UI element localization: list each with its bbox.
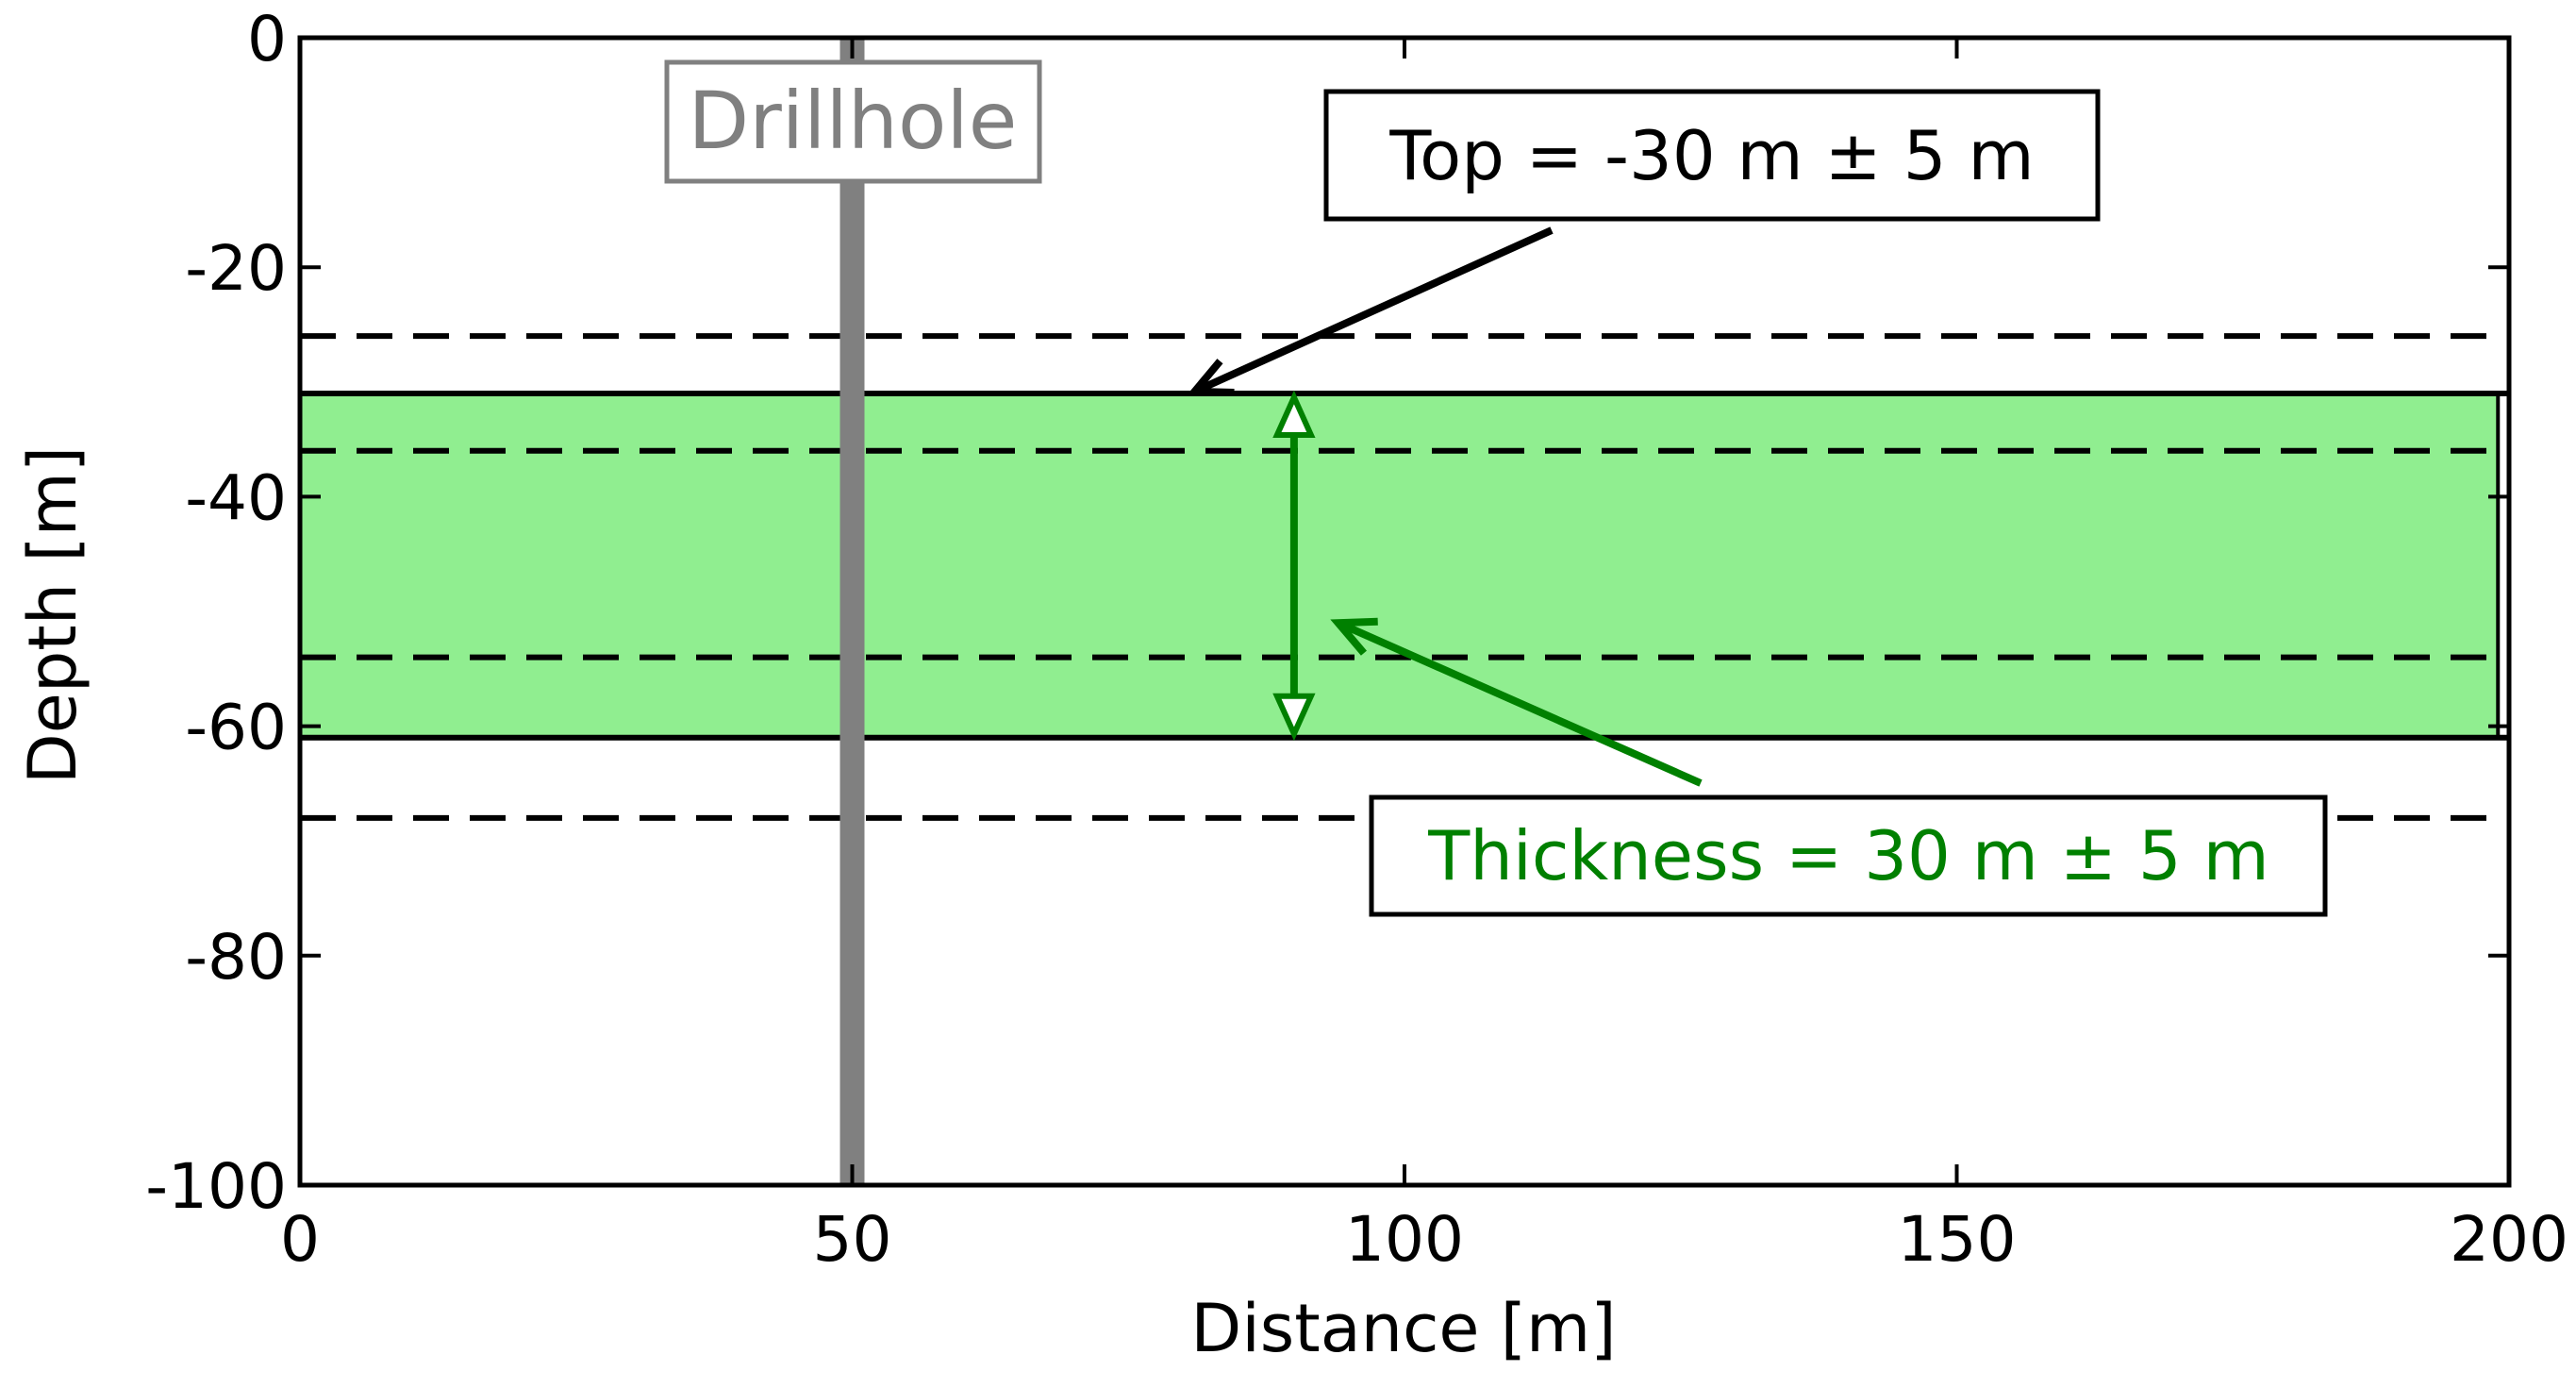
top-annotation: Top = -30 m ± 5 m bbox=[1187, 89, 2101, 397]
y-tick-label-2: -40 bbox=[185, 461, 287, 534]
top-arrowhead bbox=[1187, 359, 1235, 397]
x-tick-label-4: 200 bbox=[2450, 1203, 2568, 1276]
thickness-pointer-arrow bbox=[1337, 619, 1703, 787]
drillhole-label: Drillhole bbox=[689, 75, 1018, 167]
x-tick-label-1: 50 bbox=[813, 1203, 892, 1276]
y-tick-label-1: -20 bbox=[185, 232, 287, 305]
y-tick-label-4: -80 bbox=[185, 921, 287, 994]
top-arrow bbox=[1192, 226, 1554, 395]
thickness-annotation-text: Thickness = 30 m ± 5 m bbox=[1427, 816, 2269, 895]
y-tick-label-5: -100 bbox=[145, 1150, 287, 1223]
thickness-arrowhead-up bbox=[1272, 390, 1316, 438]
x-tick-label-3: 150 bbox=[1898, 1203, 2017, 1276]
drillhole-label-box: Drillhole bbox=[664, 59, 1042, 184]
plot-area: Drillhole Top = -30 m ± 5 m Thickness = … bbox=[14, 3, 2568, 1367]
green-layer bbox=[300, 393, 2499, 738]
x-axis-label: Distance [m] bbox=[1190, 1290, 1616, 1367]
y-axis-ticks: 0 -20 -40 -60 -80 -100 bbox=[145, 3, 2509, 1223]
top-annotation-text: Top = -30 m ± 5 m bbox=[1388, 116, 2034, 195]
thickness-arrowhead-down bbox=[1272, 693, 1316, 742]
x-tick-label-0: 0 bbox=[280, 1203, 320, 1276]
x-axis-ticks: 0 50 100 150 200 bbox=[280, 38, 2568, 1276]
thickness-pointer-arrowhead bbox=[1330, 617, 1378, 656]
y-axis-label: Depth [m] bbox=[14, 446, 91, 784]
x-tick-label-2: 100 bbox=[1345, 1203, 1464, 1276]
y-tick-label-3: -60 bbox=[185, 692, 287, 764]
thickness-annotation: Thickness = 30 m ± 5 m bbox=[1272, 390, 2328, 917]
y-tick-label-0: 0 bbox=[247, 3, 287, 75]
